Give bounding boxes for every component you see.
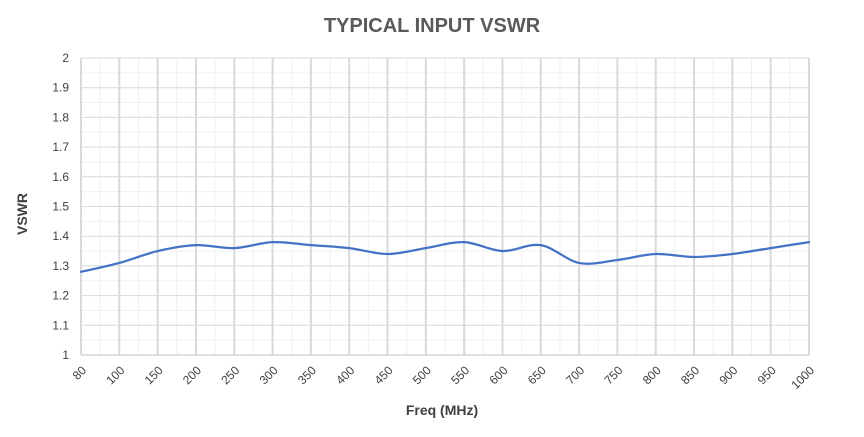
x-tick-label: 650 xyxy=(525,363,549,387)
x-tick-label: 100 xyxy=(103,363,127,387)
y-tick-label: 1 xyxy=(62,348,69,362)
x-tick-label: 200 xyxy=(180,363,204,387)
x-tick-label: 700 xyxy=(563,363,587,387)
x-tick-label: 80 xyxy=(70,363,90,383)
y-tick-label: 1.2 xyxy=(52,289,69,303)
y-tick-label: 2 xyxy=(62,51,69,65)
x-tick-label: 900 xyxy=(716,363,740,387)
x-tick-label: 400 xyxy=(333,363,357,387)
y-tick-label: 1.7 xyxy=(52,140,69,154)
y-tick-labels: 1 1.1 1.2 1.3 1.4 1.5 1.6 1.7 1.8 1.9 2 xyxy=(52,51,69,362)
x-tick-label: 550 xyxy=(448,363,472,387)
x-tick-label: 850 xyxy=(678,363,702,387)
x-tick-label: 250 xyxy=(218,363,242,387)
x-axis-label: Freq (MHz) xyxy=(405,402,479,418)
x-tick-labels: 80 100 150 200 250 300 350 400 450 500 550 600 650 70… xyxy=(70,363,818,392)
y-tick-label: 1.1 xyxy=(52,318,69,332)
y-tick-label: 1.6 xyxy=(52,170,69,184)
x-tick-label: 300 xyxy=(257,363,281,387)
x-tick-label: 750 xyxy=(601,363,625,387)
y-tick-label: 1.4 xyxy=(52,229,69,243)
chart-title: TYPICAL INPUT VSWR xyxy=(323,15,541,37)
x-tick-label: 350 xyxy=(295,363,319,387)
y-tick-label: 1.9 xyxy=(52,81,69,95)
x-tick-label: 500 xyxy=(410,363,434,387)
y-tick-label: 1.8 xyxy=(52,110,69,124)
x-tick-label: 1000 xyxy=(788,363,817,392)
x-tick-label: 950 xyxy=(755,363,779,387)
x-tick-label: 600 xyxy=(487,363,511,387)
major-gridlines xyxy=(80,57,810,356)
x-tick-label: 150 xyxy=(142,363,166,387)
y-tick-label: 1.5 xyxy=(52,200,69,214)
series-line xyxy=(79,240,811,273)
series-group xyxy=(79,240,811,273)
x-tick-label: 450 xyxy=(372,363,396,387)
y-tick-label: 1.3 xyxy=(52,259,69,273)
x-tick-label: 800 xyxy=(640,363,664,387)
